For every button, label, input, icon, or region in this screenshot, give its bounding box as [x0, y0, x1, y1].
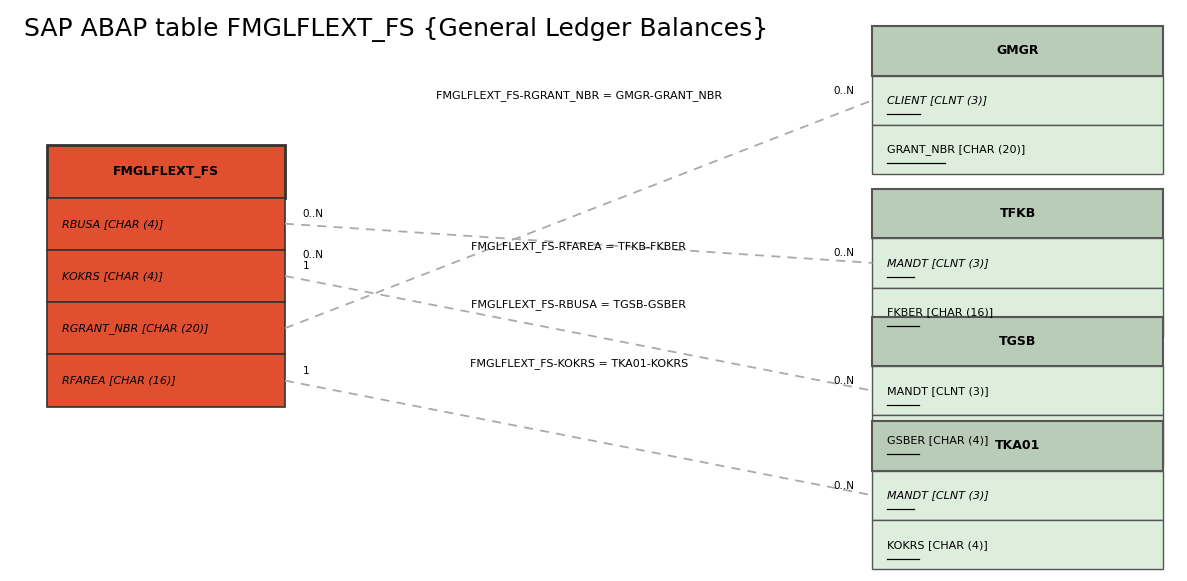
Bar: [872, 471, 1163, 520]
Text: RGRANT_NBR [CHAR (20)]: RGRANT_NBR [CHAR (20)]: [62, 323, 208, 333]
Bar: [47, 302, 285, 354]
Bar: [872, 415, 1163, 465]
Text: GRANT_NBR [CHAR (20)]: GRANT_NBR [CHAR (20)]: [887, 144, 1024, 155]
Text: 0..N: 0..N: [833, 85, 855, 96]
Bar: [47, 145, 285, 198]
Text: GMGR: GMGR: [997, 44, 1039, 58]
Bar: [47, 250, 285, 302]
Bar: [872, 125, 1163, 174]
Text: 0..N: 0..N: [303, 209, 324, 219]
Text: 1: 1: [303, 366, 310, 376]
Text: KOKRS [CHAR (4)]: KOKRS [CHAR (4)]: [887, 540, 988, 550]
Bar: [872, 288, 1163, 337]
Text: CLIENT [CLNT (3)]: CLIENT [CLNT (3)]: [887, 95, 986, 105]
Bar: [872, 26, 1163, 76]
Text: RFAREA [CHAR (16)]: RFAREA [CHAR (16)]: [62, 375, 176, 386]
Text: FMGLFLEXT_FS-RFAREA = TFKB-FKBER: FMGLFLEXT_FS-RFAREA = TFKB-FKBER: [471, 242, 686, 252]
Text: FMGLFLEXT_FS: FMGLFLEXT_FS: [113, 165, 220, 178]
Text: TFKB: TFKB: [999, 207, 1036, 220]
Text: TKA01: TKA01: [995, 439, 1041, 453]
Text: MANDT [CLNT (3)]: MANDT [CLNT (3)]: [887, 258, 989, 268]
Bar: [872, 238, 1163, 288]
Bar: [872, 317, 1163, 366]
Text: FKBER [CHAR (16)]: FKBER [CHAR (16)]: [887, 307, 992, 317]
Text: FMGLFLEXT_FS-RBUSA = TGSB-GSBER: FMGLFLEXT_FS-RBUSA = TGSB-GSBER: [471, 300, 686, 310]
Text: MANDT [CLNT (3)]: MANDT [CLNT (3)]: [887, 386, 989, 396]
Bar: [872, 421, 1163, 471]
Bar: [872, 520, 1163, 569]
Bar: [872, 76, 1163, 125]
Bar: [47, 354, 285, 407]
Text: FMGLFLEXT_FS-KOKRS = TKA01-KOKRS: FMGLFLEXT_FS-KOKRS = TKA01-KOKRS: [470, 358, 687, 368]
Bar: [47, 198, 285, 250]
Text: SAP ABAP table FMGLFLEXT_FS {General Ledger Balances}: SAP ABAP table FMGLFLEXT_FS {General Led…: [24, 17, 768, 42]
Text: GSBER [CHAR (4)]: GSBER [CHAR (4)]: [887, 435, 988, 445]
Text: KOKRS [CHAR (4)]: KOKRS [CHAR (4)]: [62, 271, 163, 281]
Text: RBUSA [CHAR (4)]: RBUSA [CHAR (4)]: [62, 218, 163, 229]
Text: 0..N
1: 0..N 1: [303, 250, 324, 271]
Bar: [872, 366, 1163, 415]
Bar: [872, 189, 1163, 238]
Text: 0..N: 0..N: [833, 376, 855, 386]
Text: MANDT [CLNT (3)]: MANDT [CLNT (3)]: [887, 490, 989, 500]
Text: FMGLFLEXT_FS-RGRANT_NBR = GMGR-GRANT_NBR: FMGLFLEXT_FS-RGRANT_NBR = GMGR-GRANT_NBR: [436, 91, 722, 101]
Text: TGSB: TGSB: [999, 335, 1036, 348]
Text: 0..N: 0..N: [833, 480, 855, 490]
Text: 0..N: 0..N: [833, 248, 855, 258]
